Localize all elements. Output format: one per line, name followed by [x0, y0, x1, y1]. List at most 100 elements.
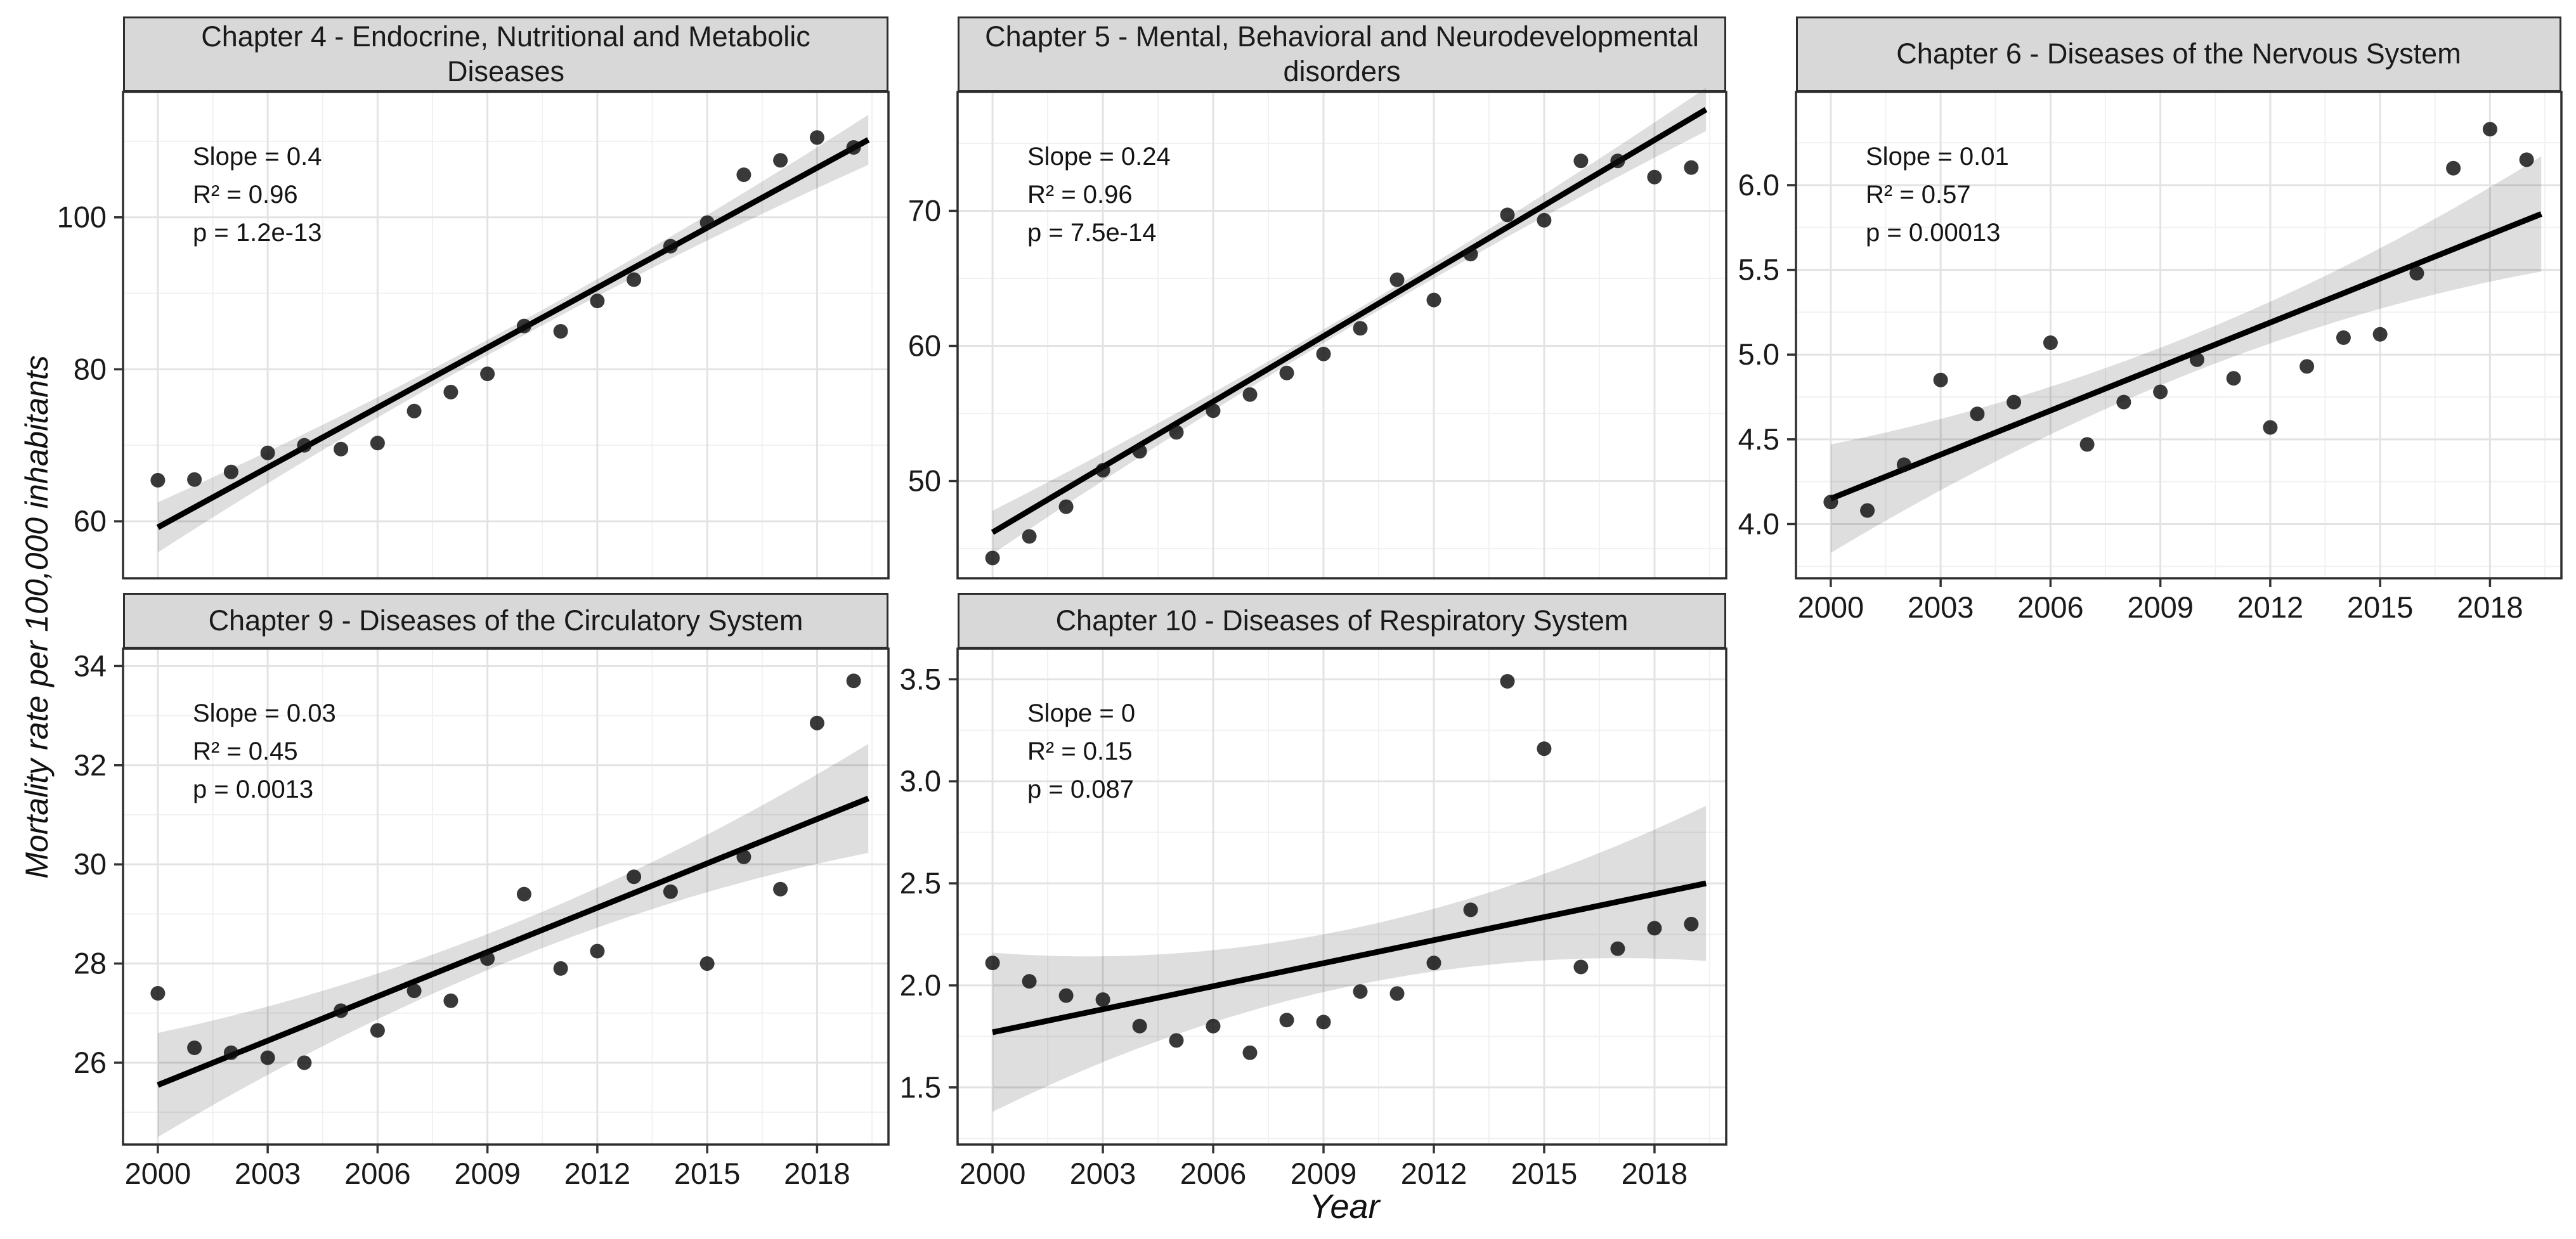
y-axis-title: Mortality rate per 100,000 inhabitants: [19, 355, 55, 879]
data-point: [480, 951, 495, 966]
regression-stat-line: p = 1.2e-13: [193, 219, 322, 247]
data-point: [2409, 266, 2424, 281]
trend-line: [992, 880, 1707, 1035]
data-point: [846, 673, 861, 689]
data-point: [1537, 741, 1552, 756]
data-point: [1684, 160, 1699, 175]
data-point: [1353, 984, 1368, 999]
regression-stat-line: R² = 0.96: [193, 181, 298, 209]
data-point: [2446, 160, 2461, 176]
data-point: [334, 1003, 349, 1018]
x-tick-label: 2003: [235, 1157, 301, 1190]
x-tick-label: 2015: [1511, 1157, 1578, 1190]
data-point: [809, 130, 824, 145]
data-point: [699, 956, 715, 971]
data-point: [1353, 321, 1368, 336]
gridlines-major: [958, 649, 1726, 1145]
y-tick-label: 70: [908, 193, 941, 227]
x-tick-label: 2006: [2017, 590, 2084, 624]
data-point: [2007, 394, 2022, 410]
x-tick-label: 2009: [2127, 590, 2194, 624]
y-tick-label: 34: [74, 649, 107, 682]
y-tick-label: 60: [908, 329, 941, 363]
x-axis: 2000 2003 2006 2009 2012 2015 2018: [1798, 578, 2523, 624]
data-point: [1426, 956, 1441, 971]
data-point: [443, 384, 459, 399]
data-point: [985, 550, 1000, 566]
x-tick-label: 2006: [344, 1157, 411, 1190]
data-point: [1684, 916, 1699, 931]
y-tick-label: 28: [74, 947, 107, 980]
data-point: [480, 367, 495, 382]
regression-stat-line: Slope = 0.24: [1027, 143, 1171, 171]
y-tick-label: 4.0: [1738, 507, 1779, 540]
regression-stat-line: R² = 0.15: [1027, 737, 1133, 765]
data-point: [627, 869, 642, 885]
y-tick-label: 60: [74, 504, 107, 538]
gridlines-minor: [958, 649, 1726, 1145]
data-point: [1823, 495, 1838, 510]
regression-stat-line: Slope = 0.01: [1866, 143, 2009, 171]
facet-strip: Chapter 4 - Endocrine, Nutritional and M…: [123, 16, 888, 92]
data-point: [1058, 988, 1074, 1003]
data-point: [1573, 959, 1589, 975]
regression-stats: Slope = 0.24 R² = 0.96 p = 7.5e-14: [1027, 138, 1171, 252]
data-point: [516, 886, 531, 902]
trend-line: [1830, 211, 2542, 502]
data-point: [334, 441, 349, 457]
data-point: [370, 436, 385, 451]
trend-line: [157, 795, 869, 1088]
data-point: [1933, 372, 1948, 387]
data-point: [2263, 420, 2278, 435]
data-points: [985, 153, 1699, 566]
data-point: [1647, 169, 1662, 185]
data-point: [1860, 503, 1875, 518]
gridlines-major: [123, 92, 888, 578]
data-point: [1537, 212, 1552, 228]
facet-strip: Chapter 5 - Mental, Behavioral and Neuro…: [958, 16, 1726, 92]
data-point: [2189, 352, 2204, 367]
regression-stats: Slope = 0.03 R² = 0.45 p = 0.0013: [193, 694, 336, 808]
data-points: [1823, 122, 2534, 518]
y-tick-label: 2.0: [900, 968, 941, 1002]
gridlines-minor: [1796, 92, 2561, 578]
data-point: [1316, 346, 1331, 361]
facet-strip: Chapter 6 - Diseases of the Nervous Syst…: [1796, 16, 2561, 92]
x-tick-label: 2006: [1180, 1157, 1247, 1190]
x-tick-label: 2009: [1291, 1157, 1357, 1190]
y-tick-label: 30: [74, 847, 107, 881]
y-axis: 60 80 100: [57, 200, 123, 538]
data-point: [985, 956, 1000, 971]
data-point: [1316, 1015, 1331, 1030]
x-axis-title: Year: [1309, 1188, 1380, 1226]
data-point: [590, 944, 605, 959]
data-point: [1095, 463, 1110, 478]
data-point: [1389, 986, 1405, 1001]
data-point: [1463, 247, 1478, 262]
y-tick-label: 80: [74, 352, 107, 386]
data-point: [260, 445, 275, 460]
regression-stats: Slope = 0.4 R² = 0.96 p = 1.2e-13: [193, 138, 322, 252]
y-tick-label: 4.5: [1738, 422, 1779, 456]
data-point: [407, 403, 422, 418]
gridlines-major: [958, 92, 1726, 578]
data-point: [260, 1050, 275, 1065]
gridlines-minor: [958, 92, 1726, 578]
data-point: [187, 472, 202, 487]
data-point: [1279, 365, 1294, 380]
y-axis: 4.0 4.5 5.0 5.5 6.0: [1738, 168, 1796, 540]
data-point: [663, 238, 678, 254]
data-point: [223, 464, 238, 479]
regression-stat-line: Slope = 0: [1027, 699, 1136, 727]
facet-panel-2: 50 60 70: [908, 88, 1727, 580]
data-point: [1242, 1045, 1258, 1060]
data-point: [2226, 371, 2241, 386]
facet-panel-1: 60 80 100: [57, 91, 890, 580]
gridlines-minor: [123, 92, 888, 578]
data-point: [1647, 921, 1662, 936]
x-tick-label: 2000: [959, 1157, 1026, 1190]
data-point: [1022, 974, 1037, 989]
